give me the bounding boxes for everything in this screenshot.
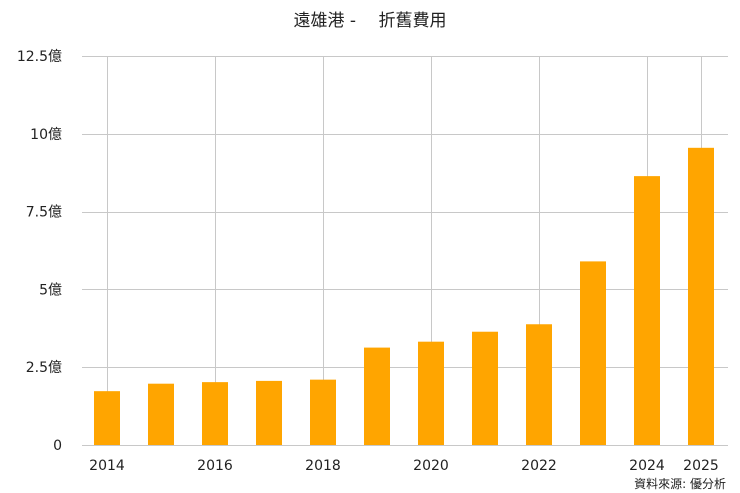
- bar-2024: [634, 176, 660, 445]
- y-tick-label: 5億: [39, 282, 62, 298]
- bar-2014: [94, 391, 120, 445]
- y-tick-label: 7.5億: [26, 205, 62, 221]
- bar-2021: [472, 331, 498, 445]
- bar-2022: [526, 324, 552, 445]
- x-tick-label: 2025: [683, 458, 719, 474]
- y-axis: 0 2.5億 5億 7.5億 10億 12.5億: [17, 49, 62, 454]
- bar-2015: [148, 383, 174, 445]
- grid-layer: [82, 56, 728, 446]
- bar-2018: [310, 379, 336, 445]
- x-tick-label: 2016: [197, 458, 233, 474]
- y-tick-label: 10億: [30, 127, 62, 143]
- x-tick-label: 2020: [413, 458, 449, 474]
- x-tick-label: 2014: [89, 458, 125, 474]
- x-tick-label: 2018: [305, 458, 341, 474]
- x-tick-label: 2024: [629, 458, 665, 474]
- chart-title: 遠雄港 - 折舊費用: [294, 11, 447, 31]
- source-note: 資料來源: 優分析: [634, 477, 726, 491]
- bar-2016: [202, 382, 228, 445]
- bar-2019: [364, 347, 390, 445]
- y-tick-label: 0: [53, 438, 62, 454]
- bar-2025: [688, 147, 714, 445]
- y-tick-label: 12.5億: [17, 49, 62, 65]
- bars-layer: [94, 147, 714, 445]
- bar-2020: [418, 341, 444, 445]
- x-tick-label: 2022: [521, 458, 557, 474]
- x-axis: 2014 2016 2018 2020 2022 2024 2025: [89, 458, 719, 474]
- bar-2017: [256, 380, 282, 445]
- bar-2023: [580, 261, 606, 445]
- y-tick-label: 2.5億: [26, 360, 62, 376]
